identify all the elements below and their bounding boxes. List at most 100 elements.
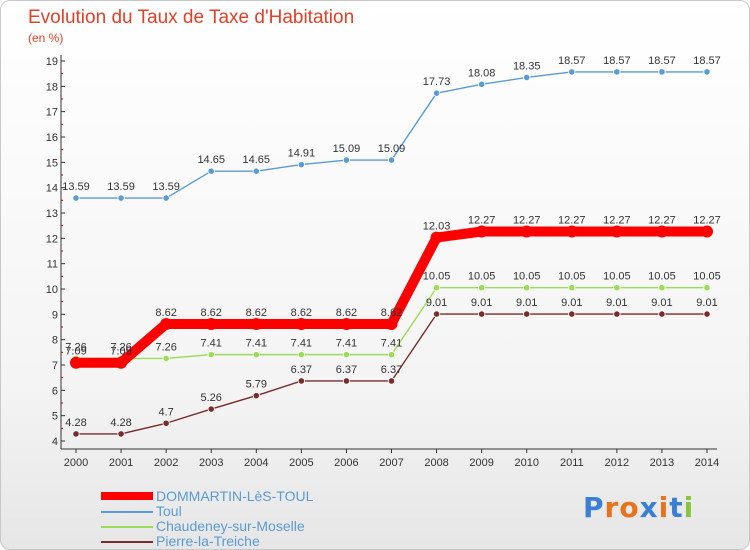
y-tick-label: 8: [52, 335, 58, 347]
data-point: [342, 156, 351, 164]
data-point: [703, 284, 711, 292]
data-label: 18.57: [648, 55, 676, 67]
data-point: [297, 161, 305, 169]
data-label: 6.37: [336, 364, 357, 376]
data-point: [613, 68, 621, 76]
data-label: 7.41: [336, 338, 357, 350]
data-label: 12.27: [693, 214, 721, 226]
data-label: 15.09: [378, 143, 406, 155]
data-label: 10.05: [558, 271, 586, 283]
data-point: [658, 310, 666, 318]
data-point: [478, 310, 486, 318]
data-point: [610, 225, 623, 238]
y-tick-label: 4: [52, 436, 58, 448]
data-label: 4.28: [110, 417, 131, 429]
logo-letter: i: [658, 491, 670, 524]
data-label: 8.62: [291, 307, 312, 319]
data-point: [72, 194, 80, 202]
data-point: [162, 419, 170, 427]
data-point: [432, 284, 441, 292]
data-point: [613, 284, 621, 292]
data-label: 12.27: [558, 214, 586, 226]
data-label: 4.28: [65, 417, 86, 429]
data-point: [658, 68, 666, 76]
data-point: [340, 317, 353, 330]
data-point: [162, 194, 170, 202]
data-point: [523, 284, 531, 292]
data-label: 7.41: [246, 338, 267, 350]
data-label: 15.09: [333, 143, 361, 155]
data-label: 10.05: [513, 271, 541, 283]
data-label: 7.26: [65, 341, 86, 353]
data-label: 12.27: [648, 214, 676, 226]
data-point: [297, 351, 305, 359]
data-point: [250, 317, 263, 330]
x-tick-label: 2012: [605, 457, 629, 469]
data-point: [117, 194, 125, 202]
data-label: 10.05: [693, 271, 721, 283]
data-label: 9.01: [426, 297, 447, 309]
data-label: 6.37: [381, 364, 402, 376]
x-tick-label: 2005: [289, 457, 313, 469]
data-label: 14.65: [243, 154, 271, 166]
data-point: [658, 284, 666, 292]
data-point: [613, 310, 621, 318]
legend-label-toul: Toul: [156, 503, 182, 519]
data-point: [115, 356, 128, 369]
data-point: [703, 310, 711, 318]
data-label: 9.01: [696, 297, 717, 309]
data-label: 14.65: [197, 154, 225, 166]
y-tick-label: 11: [47, 259, 58, 271]
data-label: 5.26: [201, 392, 222, 404]
data-point: [565, 225, 578, 238]
data-label: 12.03: [423, 221, 451, 233]
y-tick-label: 16: [46, 132, 58, 144]
data-point: [342, 351, 351, 359]
data-point: [342, 377, 351, 385]
y-tick-label: 15: [46, 157, 58, 169]
data-point: [478, 284, 486, 292]
data-label: 4.7: [158, 406, 173, 418]
data-label: 8.62: [381, 307, 402, 319]
logo-letter: x: [639, 491, 659, 524]
chart-title: Evolution du Taux de Taxe d'Habitation: [28, 7, 355, 28]
data-label: 8.62: [246, 307, 267, 319]
data-point: [205, 317, 218, 330]
data-point: [252, 392, 260, 400]
data-label: 18.57: [558, 55, 586, 67]
data-label: 13.59: [62, 181, 90, 193]
data-label: 12.27: [468, 214, 496, 226]
data-label: 12.27: [603, 214, 631, 226]
data-label: 5.79: [246, 379, 267, 391]
data-point: [207, 351, 215, 359]
data-label: 18.57: [603, 55, 631, 67]
data-label: 9.01: [606, 297, 627, 309]
legend-swatch-pierre: [101, 541, 153, 543]
x-tick-label: 2004: [244, 457, 268, 469]
y-tick-label: 9: [52, 309, 58, 321]
legend-label-chaudeney: Chaudeney-sur-Moselle: [156, 518, 305, 534]
x-tick-label: 2009: [469, 457, 493, 469]
y-tick-label: 17: [46, 107, 58, 119]
data-label: 7.09: [65, 346, 86, 358]
y-tick-label: 10: [46, 284, 58, 296]
data-point: [387, 351, 396, 359]
data-label: 8.62: [336, 307, 357, 319]
y-tick-label: 5: [52, 411, 58, 423]
data-label: 18.35: [513, 60, 541, 72]
data-label: 12.27: [513, 214, 541, 226]
logo-letter: r: [604, 491, 620, 524]
data-label: 18.57: [693, 55, 721, 67]
x-tick-label: 2002: [154, 457, 178, 469]
data-point: [475, 225, 488, 238]
logo-letter: P: [583, 491, 605, 524]
x-tick-label: 2006: [334, 457, 358, 469]
x-tick-label: 2001: [109, 457, 133, 469]
legend-label-pierre: Pierre-la-Treiche: [156, 533, 260, 549]
data-point: [207, 405, 215, 413]
y-tick-label: 19: [46, 56, 58, 68]
data-label: 7.26: [110, 341, 131, 353]
data-label: 13.59: [152, 181, 180, 193]
